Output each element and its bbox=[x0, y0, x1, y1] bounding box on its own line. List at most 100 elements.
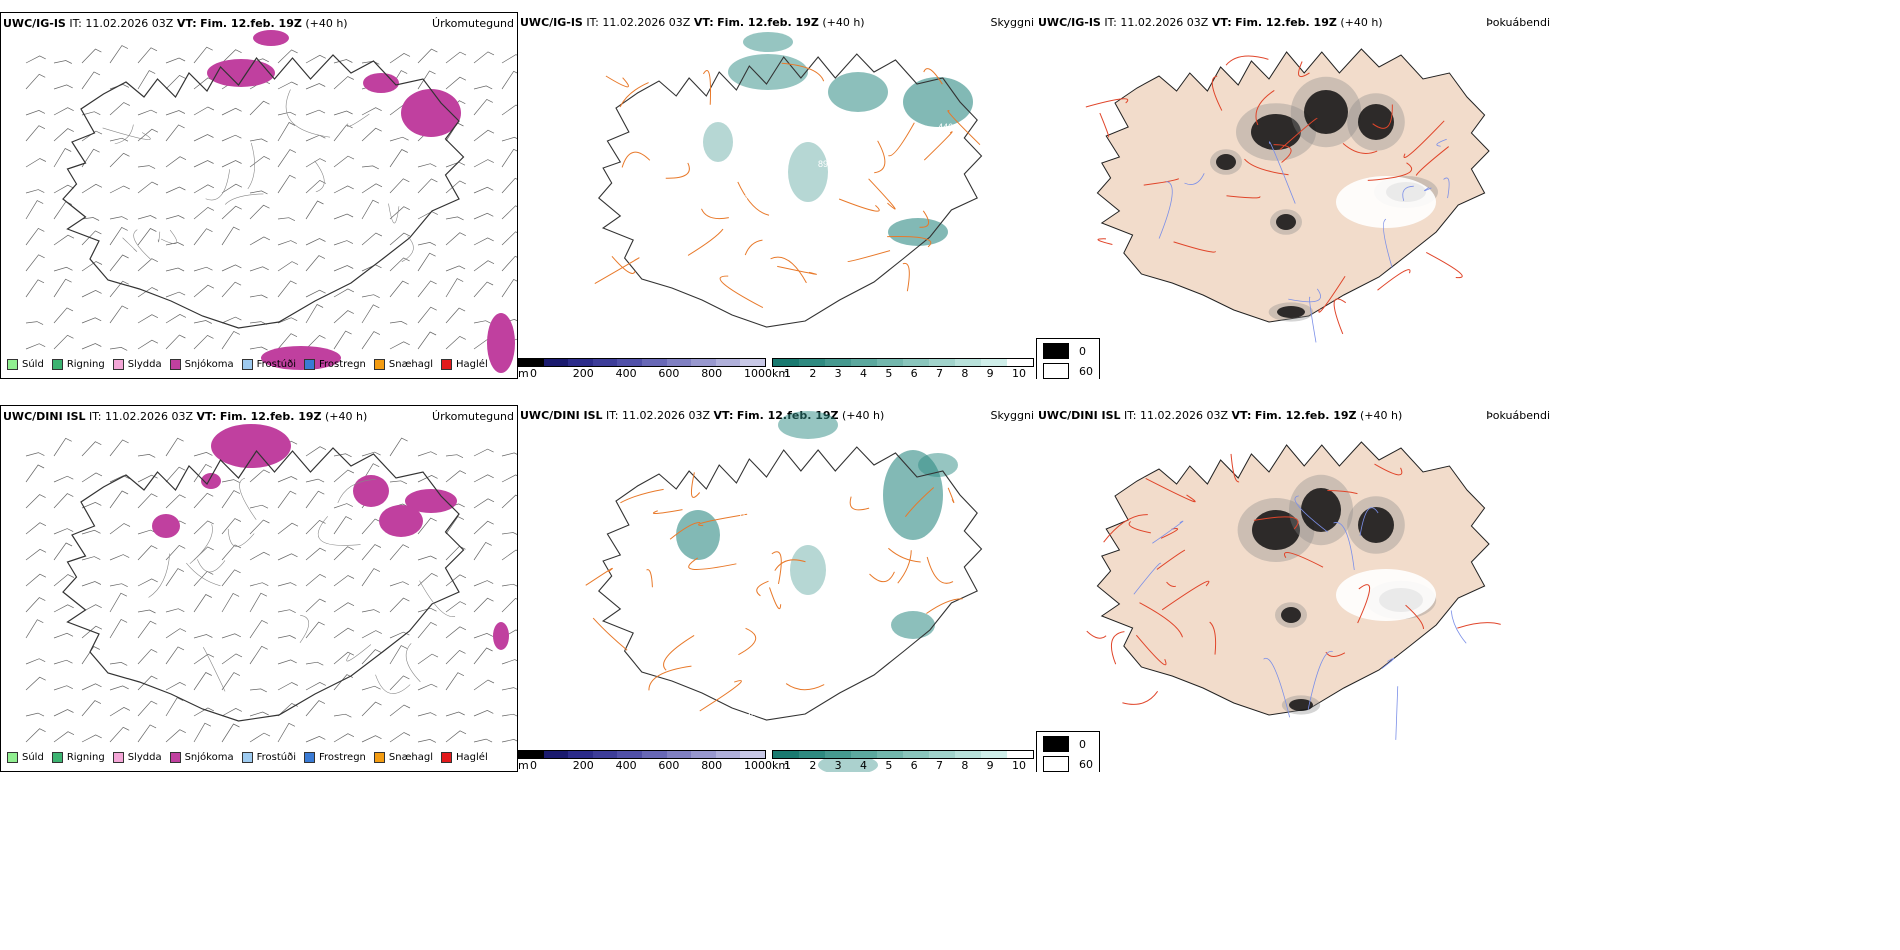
colorbar-cell bbox=[955, 751, 981, 758]
fog-key-item: 60 bbox=[1043, 756, 1093, 772]
colorbar-cell bbox=[519, 359, 544, 366]
fog-key-swatch bbox=[1043, 363, 1069, 379]
colorbar-cell bbox=[592, 751, 618, 758]
colorbar-tick: 9 bbox=[986, 367, 994, 380]
legend-item: Súld bbox=[7, 359, 44, 370]
colorbar-cell bbox=[825, 751, 851, 758]
legend-label: Rigning bbox=[66, 359, 105, 370]
legend-label: Haglél bbox=[456, 752, 488, 763]
legend-label: Snjókoma bbox=[184, 359, 234, 370]
colorbar-tick: 200 bbox=[572, 759, 594, 772]
visibility-label: 446 bbox=[938, 122, 953, 132]
fog-map bbox=[1085, 48, 1490, 343]
colorbar-tick: 8 bbox=[961, 759, 969, 772]
colorbar-cell bbox=[617, 359, 642, 366]
colorbar-tick: 3 bbox=[834, 759, 842, 772]
colorbar-tick: 1000 bbox=[744, 367, 772, 380]
precip-panel-top: UWC/IG-IS IT: 11.02.2026 03Z VT: Fim. 12… bbox=[0, 12, 518, 379]
legend-swatch bbox=[169, 752, 181, 763]
visibility-label: 73 bbox=[783, 199, 793, 209]
colorbar-cells bbox=[518, 358, 766, 367]
colorbar-cell bbox=[641, 751, 667, 758]
colorbar-cell bbox=[617, 751, 642, 758]
fog-key-item: 0 bbox=[1043, 343, 1093, 359]
colorbar-tick: 800 bbox=[701, 367, 723, 380]
fog-key-label: 60 bbox=[1079, 364, 1093, 378]
colorbar-cell bbox=[773, 751, 799, 758]
precip-legend: Súld Rigning Slydda Snjókoma Frostúði Frostre… bbox=[7, 752, 488, 763]
colorbar-cell bbox=[1007, 751, 1033, 758]
fog-panel-top: UWC/IG-IS IT: 11.02.2026 03Z VT: Fim. 12… bbox=[1036, 12, 1552, 379]
legend-swatch bbox=[373, 752, 385, 763]
colorbar-cell bbox=[799, 359, 825, 366]
legend-item: Frostúði bbox=[241, 359, 296, 370]
legend-swatch bbox=[441, 752, 453, 763]
legend-label: Snæhagl bbox=[388, 359, 434, 370]
colorbar-tick: 1 bbox=[784, 367, 791, 380]
colorbar-cell bbox=[740, 751, 765, 758]
colorbar-tick: 7 bbox=[936, 367, 943, 380]
legend-label: Frostregn bbox=[319, 752, 366, 763]
visibility-colorbar-bottom: km 1 2 3 4 5 6 7 8 9 10 bbox=[772, 750, 1034, 772]
precip-panel-bottom: UWC/DINI ISL IT: 11.02.2026 03Z VT: Fim.… bbox=[0, 405, 518, 772]
colorbar-tick: 0 bbox=[530, 367, 537, 380]
elevation-colorbar-bottom: m 0 200 400 600 800 1000 bbox=[518, 750, 772, 772]
legend-item: Snjókoma bbox=[169, 752, 234, 763]
legend-item: Rigning bbox=[51, 359, 105, 370]
colorbar-cell bbox=[1007, 359, 1033, 366]
legend-swatch bbox=[7, 359, 18, 370]
colorbar-cell bbox=[543, 751, 569, 758]
fog-key: 0 60 bbox=[1036, 731, 1100, 772]
colorbar-tick: 800 bbox=[701, 759, 723, 772]
colorbar-tick: 5 bbox=[885, 367, 893, 380]
colorbar-cell bbox=[929, 359, 955, 366]
legend-label: Súld bbox=[22, 752, 44, 763]
panel-title: UWC/IG-IS IT: 11.02.2026 03Z VT: Fim. 12… bbox=[1038, 16, 1383, 29]
colorbar-cell bbox=[641, 359, 667, 366]
legend-label: Snæhagl bbox=[388, 752, 434, 763]
colorbar-tick: 6 bbox=[910, 367, 918, 380]
colorbar-cell bbox=[691, 359, 716, 366]
legend-swatch bbox=[112, 752, 124, 763]
legend-label: Súld bbox=[22, 359, 44, 370]
colorbar-tick: 400 bbox=[615, 759, 637, 772]
colorbar-cell bbox=[592, 359, 618, 366]
legend-item: Frostregn bbox=[304, 359, 366, 370]
panel-title: UWC/IG-IS IT: 11.02.2026 03Z VT: Fim. 12… bbox=[3, 17, 348, 30]
colorbar-tick: 600 bbox=[658, 367, 680, 380]
colorbar-cells bbox=[772, 750, 1034, 759]
product-label: Úrkomutegund bbox=[432, 17, 514, 30]
colorbar-tick: 5 bbox=[885, 759, 893, 772]
colorbar-tick: 10 bbox=[1012, 759, 1026, 772]
legend-item: Frostúði bbox=[241, 752, 296, 763]
legend-swatch bbox=[441, 359, 453, 370]
colorbar-cell bbox=[666, 751, 692, 758]
fog-key-swatch bbox=[1043, 756, 1069, 772]
legend-item: Súld bbox=[7, 752, 44, 763]
colorbar-tick: 4 bbox=[860, 367, 867, 380]
legend-label: Haglél bbox=[456, 359, 488, 370]
legend-item: Snæhagl bbox=[373, 752, 434, 763]
visibility-label: 152 bbox=[733, 194, 748, 204]
product-label: Þokuábendi bbox=[1486, 16, 1550, 29]
visibility-colorbar-top: km 1 2 3 4 5 6 7 8 9 10 bbox=[772, 358, 1034, 380]
colorbar-cell bbox=[715, 359, 741, 366]
colorbar-cell bbox=[955, 359, 981, 366]
colorbar-tick: 2 bbox=[809, 759, 817, 772]
fog-key: 0 60 bbox=[1036, 338, 1100, 379]
visibility-label: 384 bbox=[863, 116, 878, 126]
panel-title: UWC/DINI ISL IT: 11.02.2026 03Z VT: Fim.… bbox=[3, 410, 368, 423]
elevation-colorbar-top: m 0 200 400 600 800 1000 bbox=[518, 358, 772, 380]
legend-swatch bbox=[241, 359, 253, 370]
colorbar-cell bbox=[568, 359, 593, 366]
colorbar-tick: 2 bbox=[809, 367, 817, 380]
colorbar-tick: 1 bbox=[784, 759, 791, 772]
fog-key-label: 60 bbox=[1079, 757, 1093, 771]
colorbar-cell bbox=[903, 359, 929, 366]
colorbar-unit: km bbox=[772, 759, 790, 772]
legend-label: Frostregn bbox=[319, 359, 366, 370]
colorbar-tick: 200 bbox=[572, 367, 594, 380]
colorbar-tick: 10 bbox=[1012, 367, 1026, 380]
legend-swatch bbox=[169, 359, 181, 370]
legend-item: Slydda bbox=[112, 752, 162, 763]
